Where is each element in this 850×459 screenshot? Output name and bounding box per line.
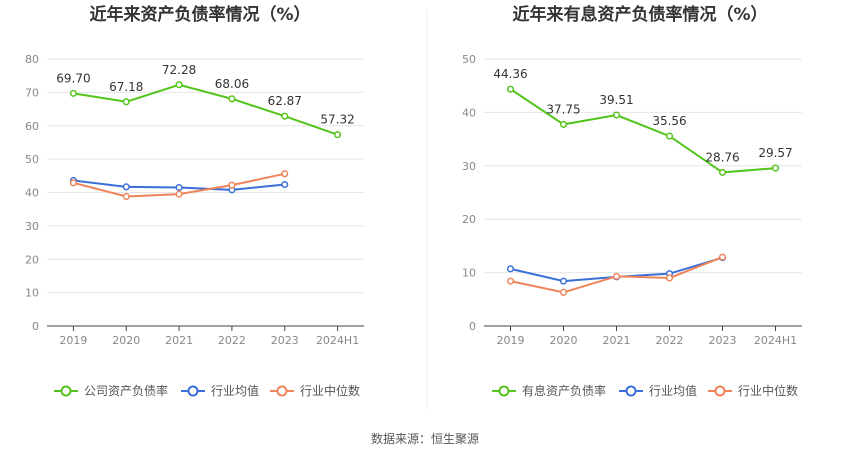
legend-marker-icon: [276, 385, 288, 397]
legend-item-industry-avg[interactable]: 行业均值: [619, 383, 697, 398]
industry-avg-point: [122, 183, 130, 191]
legend-label: 行业均值: [649, 383, 697, 398]
company-point: [506, 85, 515, 93]
data-label: 69.70: [56, 71, 90, 85]
industry-median-point: [559, 288, 568, 296]
data-label: 44.36: [493, 67, 527, 81]
x-tick-label: 2021: [603, 334, 631, 347]
industry-median-point: [228, 181, 236, 189]
company-point: [175, 81, 183, 89]
industry-avg-point: [506, 265, 515, 273]
industry-median-point: [665, 274, 674, 282]
industry-avg-point: [281, 180, 289, 189]
data-label: 39.51: [599, 93, 633, 107]
x-tick-label: 2022: [656, 334, 684, 347]
data-label: 67.18: [109, 80, 143, 94]
data-label: 29.57: [758, 146, 792, 160]
legend-marker-icon: [60, 385, 72, 397]
company-point: [718, 168, 727, 176]
company-point: [559, 120, 568, 128]
x-tick-label: 2023: [271, 334, 299, 347]
company-point: [334, 131, 342, 139]
industry-median-point: [718, 253, 727, 261]
company-point: [771, 164, 780, 172]
interest-bearing-debt-ratio-chart: 近年来有息资产负债率情况（%） 0 10 20 30 40 50 2019 2020 2021 20…: [462, 4, 802, 398]
y-tick-label: 50: [462, 53, 476, 66]
x-tick-label: 2019: [497, 334, 525, 347]
company-point: [665, 132, 674, 140]
y-tick-label: 20: [25, 253, 39, 266]
x-tick-label: 2019: [59, 334, 87, 347]
industry-median-point: [69, 179, 77, 187]
x-tick-label: 2020: [550, 334, 578, 347]
legend-label: 行业中位数: [738, 383, 798, 398]
x-tick-label: 2022: [218, 334, 246, 347]
data-label: 28.76: [705, 150, 739, 164]
y-tick-label: 0: [32, 320, 39, 333]
data-label: 37.75: [546, 102, 580, 116]
legend-item-company[interactable]: 有息资产负债率: [492, 383, 606, 398]
company-point: [281, 112, 289, 120]
industry-median-point: [506, 277, 515, 285]
chart-title: 近年来有息资产负债率情况（%）: [512, 4, 767, 25]
industry-median-point: [175, 190, 183, 198]
legend-marker-icon: [498, 385, 510, 397]
legend-label: 行业均值: [211, 383, 259, 398]
data-label: 57.32: [320, 113, 354, 127]
legend-marker-icon: [625, 385, 637, 397]
y-tick-label: 10: [462, 267, 476, 280]
x-tick-label: 2024H1: [316, 334, 359, 347]
industry-median-point: [281, 170, 289, 178]
y-tick-label: 10: [25, 287, 39, 300]
data-source: 数据来源：恒生聚源: [371, 431, 479, 446]
legend-label: 公司资产负债率: [84, 383, 168, 398]
company-point: [228, 95, 236, 103]
chart-title: 近年来资产负债率情况（%）: [89, 4, 310, 25]
y-tick-label: 20: [462, 213, 476, 226]
y-tick-label: 30: [25, 220, 39, 233]
x-tick-label: 2021: [165, 334, 193, 347]
industry-median-point: [612, 272, 621, 280]
data-label: 68.06: [215, 77, 249, 91]
y-tick-label: 40: [25, 187, 39, 200]
y-tick-label: 80: [25, 53, 39, 66]
industry-median-point: [122, 192, 130, 201]
company-series-line: [73, 83, 338, 136]
company-point: [122, 98, 130, 106]
legend-item-industry-avg[interactable]: 行业均值: [181, 383, 259, 398]
company-series-line: [509, 88, 776, 174]
y-tick-label: 40: [462, 106, 476, 119]
data-label: 62.87: [268, 94, 302, 108]
y-tick-label: 30: [462, 160, 476, 173]
y-tick-label: 0: [469, 320, 476, 333]
legend-item-industry-median[interactable]: 行业中位数: [270, 383, 360, 398]
company-point: [69, 89, 77, 97]
legend-label: 有息资产负债率: [522, 383, 606, 398]
legend-label: 行业中位数: [300, 383, 360, 398]
y-tick-label: 70: [25, 86, 39, 99]
legend-item-company[interactable]: 公司资产负债率: [54, 383, 168, 398]
y-tick-label: 60: [25, 120, 39, 133]
industry-avg-point: [559, 277, 568, 285]
legend-marker-icon: [187, 385, 199, 397]
legend-item-industry-median[interactable]: 行业中位数: [708, 383, 798, 398]
x-tick-label: 2020: [112, 334, 140, 347]
debt-ratio-chart: 近年来资产负债率情况（%） 0 10 20 30 40 50 60 70 80 2019 2020 20…: [25, 4, 364, 398]
x-tick-label: 2024H1: [754, 334, 797, 347]
data-label: 35.56: [652, 114, 686, 128]
x-tick-label: 2023: [709, 334, 737, 347]
legend-marker-icon: [714, 385, 726, 397]
data-label: 72.28: [162, 63, 196, 77]
company-point: [612, 111, 621, 119]
y-tick-label: 50: [25, 153, 39, 166]
industry-avg-point: [175, 183, 183, 192]
